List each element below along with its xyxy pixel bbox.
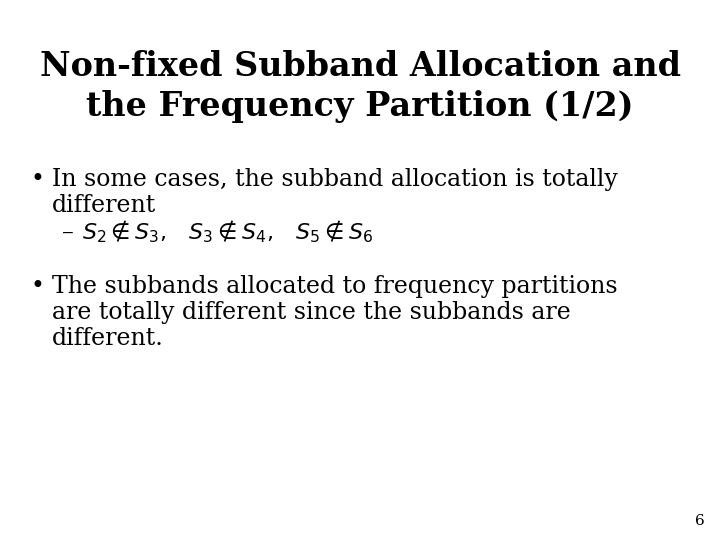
Text: The subbands allocated to frequency partitions: The subbands allocated to frequency part… [52,275,618,298]
Text: 6: 6 [696,514,705,528]
Text: different: different [52,194,156,217]
Text: are totally different since the subbands are: are totally different since the subbands… [52,301,571,324]
Text: –: – [62,221,73,244]
Text: Non-fixed Subband Allocation and: Non-fixed Subband Allocation and [40,50,680,83]
Text: the Frequency Partition (1/2): the Frequency Partition (1/2) [86,90,634,123]
Text: $S_2 \notin S_3,\;\;\; S_3 \notin S_4,\;\;\; S_5 \notin S_6$: $S_2 \notin S_3,\;\;\; S_3 \notin S_4,\;… [82,218,373,245]
Text: different.: different. [52,327,164,350]
Text: In some cases, the subband allocation is totally: In some cases, the subband allocation is… [52,168,618,191]
Text: •: • [30,275,44,298]
Text: •: • [30,168,44,191]
